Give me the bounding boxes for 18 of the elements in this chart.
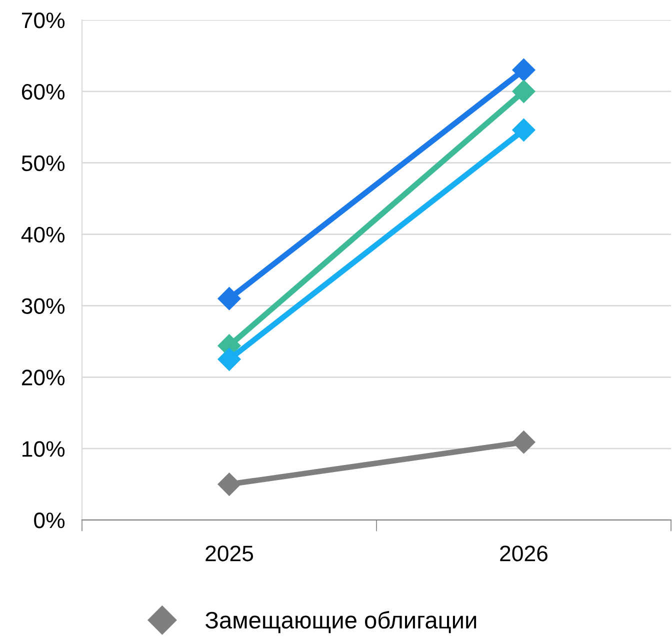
y-tick-label: 0% bbox=[34, 512, 65, 528]
point bbox=[512, 58, 536, 82]
point bbox=[512, 80, 536, 103]
point bbox=[218, 287, 241, 310]
x-tick-label: 2025 bbox=[206, 546, 254, 562]
point bbox=[218, 348, 241, 371]
point bbox=[512, 430, 536, 454]
point bbox=[218, 472, 241, 496]
y-tick-label: 70% bbox=[22, 12, 65, 28]
y-tick-label: 60% bbox=[22, 84, 65, 100]
y-tick-label: 40% bbox=[21, 226, 65, 243]
y-tick-label: 50% bbox=[22, 155, 65, 172]
y-tick-label: 20% bbox=[22, 370, 65, 386]
legend-label: Замещающие облигации bbox=[205, 611, 476, 634]
y-tick-label: 30% bbox=[22, 298, 65, 314]
point bbox=[512, 118, 536, 142]
x-tick-label: 2026 bbox=[500, 546, 548, 562]
y-tick-label: 10% bbox=[22, 441, 65, 457]
